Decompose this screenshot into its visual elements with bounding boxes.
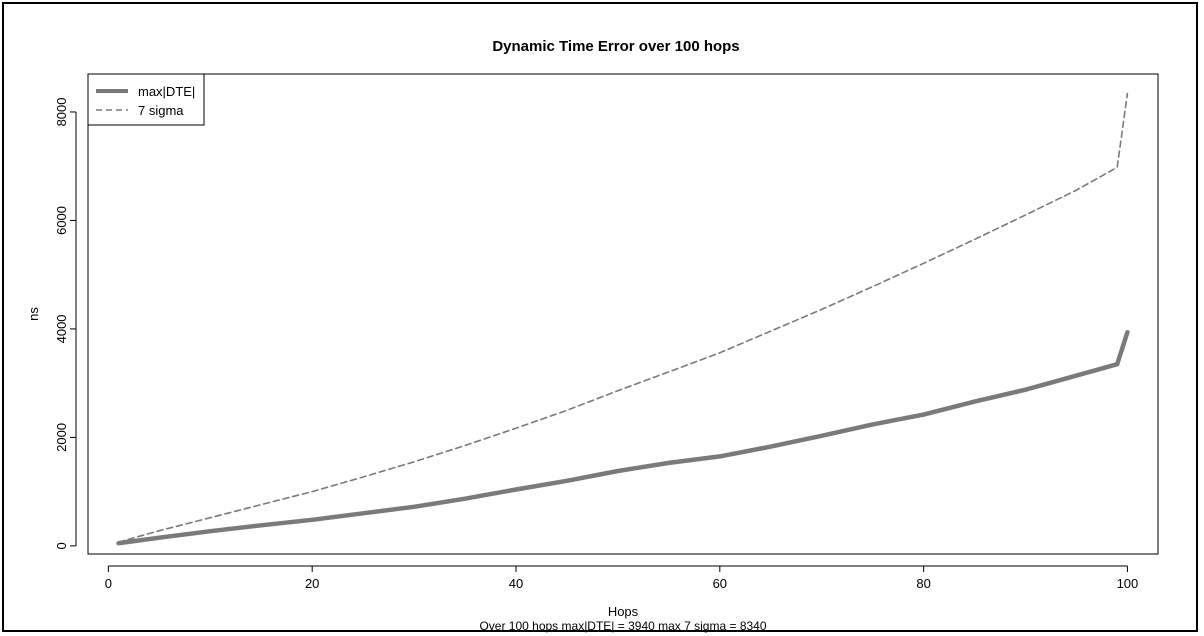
y-tick-label: 6000 [54, 206, 69, 235]
legend: max|DTE| 7 sigma [87, 73, 205, 126]
x-tick-label: 60 [713, 576, 727, 591]
y-tick-label: 0 [54, 542, 69, 549]
series-line-max-dte [116, 329, 1130, 546]
y-tick-label: 8000 [54, 98, 69, 127]
x-tick-label: 20 [305, 576, 319, 591]
chart-subtitle: Over 100 hops max|DTE| = 3940 max 7 sigm… [479, 619, 766, 633]
x-axis-label: Hops [608, 604, 639, 619]
series-line-7-sigma [117, 92, 1129, 543]
x-axis: 0 20 40 60 80 100 [105, 565, 1139, 591]
x-tick-label: 40 [509, 576, 523, 591]
x-tick-label: 100 [1117, 576, 1139, 591]
chart-title: Dynamic Time Error over 100 hops [492, 38, 739, 55]
legend-label-max-dte: max|DTE| [138, 84, 195, 99]
y-tick-label: 2000 [54, 423, 69, 452]
x-tick-label: 0 [105, 576, 112, 591]
legend-box [87, 73, 205, 126]
y-axis-label: ns [26, 307, 41, 321]
y-axis: 0 2000 4000 6000 8000 [54, 98, 77, 549]
series-layer [116, 92, 1130, 546]
y-tick-label: 4000 [54, 314, 69, 343]
plot-area-box [87, 73, 1159, 555]
legend-label-7-sigma: 7 sigma [138, 103, 184, 118]
x-tick-label: 80 [916, 576, 930, 591]
